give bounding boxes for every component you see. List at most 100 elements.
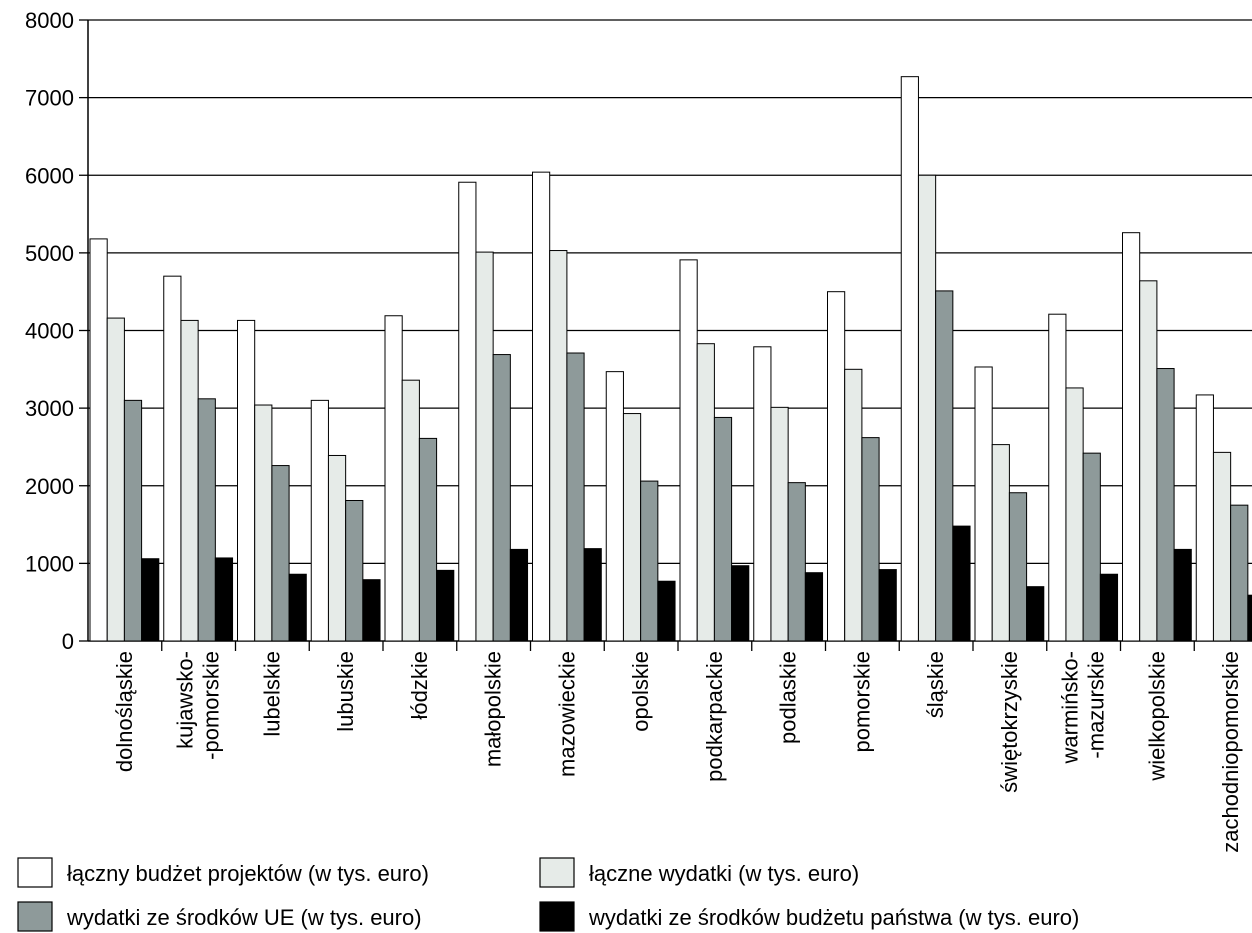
bar-3-15 <box>1156 368 1175 642</box>
bar-4-13 <box>1026 586 1045 642</box>
bar-4-10 <box>804 572 824 642</box>
bar-2-2 <box>180 319 199 642</box>
bar-3-8 <box>640 480 659 642</box>
bar-4-14 <box>1099 573 1119 642</box>
category-label: dolnośląskie <box>112 651 137 772</box>
legend-swatch <box>17 901 53 932</box>
bar-2-14 <box>1065 387 1084 642</box>
category-label: mazowieckie <box>554 651 579 777</box>
category-label: podkarpackie <box>702 651 727 782</box>
category-label: podlaskie <box>776 651 801 744</box>
bar-3-7 <box>566 352 585 642</box>
y-tick-label: 6000 <box>25 163 74 188</box>
bar-3-10 <box>787 482 806 642</box>
legend-label: wydatki ze środków UE (w tys. euro) <box>66 905 422 930</box>
bar-4-3 <box>288 573 307 642</box>
bar-2-16 <box>1212 451 1232 642</box>
bar-1-12 <box>900 76 919 642</box>
bar-1-11 <box>827 291 846 642</box>
category-label: opolskie <box>628 651 653 732</box>
bar-1-2 <box>163 275 182 642</box>
bar-4-1 <box>141 558 160 642</box>
bar-3-11 <box>861 437 880 642</box>
bar-3-13 <box>1008 492 1028 642</box>
bar-1-6 <box>458 181 477 642</box>
y-tick-labels: 0 1000 2000 3000 4000 5000 6000 7000 8000 <box>25 8 74 654</box>
bar-2-3 <box>254 404 273 642</box>
category-label: lubuskie <box>333 651 358 732</box>
bar-2-13 <box>991 444 1010 642</box>
bar-1-13 <box>974 366 993 642</box>
bar-3-2 <box>197 398 216 642</box>
bar-4-11 <box>878 569 897 642</box>
bar-1-4 <box>310 399 329 642</box>
legend-label: łączne wydatki (w tys. euro) <box>589 861 859 886</box>
bar-3-1 <box>123 399 143 642</box>
y-tick-label: 4000 <box>25 319 74 344</box>
bar-1-5 <box>384 315 403 642</box>
category-label: zachodniopomorskie <box>1218 651 1243 853</box>
bar-4-9 <box>731 565 750 642</box>
bar-3-6 <box>492 354 511 642</box>
bar-4-6 <box>509 548 529 642</box>
bar-3-3 <box>271 465 290 642</box>
legend-swatch <box>539 857 575 888</box>
legend-swatch <box>17 857 53 888</box>
bar-1-1 <box>89 238 108 642</box>
bar-2-9 <box>696 343 715 642</box>
bar-4-16 <box>1247 594 1252 642</box>
bar-2-10 <box>770 406 789 642</box>
y-tick-label: 5000 <box>25 241 74 266</box>
bar-1-3 <box>237 319 256 642</box>
category-label: łódzkie <box>407 651 432 719</box>
y-tick-label: 8000 <box>25 8 74 33</box>
bar-2-8 <box>622 413 642 642</box>
category-label: kujawsko- <box>173 651 198 749</box>
category-labels: dolnośląskie kujawsko- -pomorskie lubelskie… <box>112 651 1243 853</box>
bar-3-9 <box>713 416 733 642</box>
bar-3-12 <box>935 290 954 642</box>
bar-2-4 <box>327 454 347 642</box>
category-label: małopolskie <box>481 651 506 767</box>
bar-2-5 <box>401 379 420 642</box>
category-label: pomorskie <box>849 651 874 752</box>
y-tick-label: 7000 <box>25 86 74 111</box>
bar-4-8 <box>657 580 676 642</box>
bar-4-4 <box>362 579 381 642</box>
bar-1-9 <box>679 259 698 642</box>
legend: łączny budżet projektów (w tys. euro) łąc… <box>17 857 1079 932</box>
y-tick-label: 1000 <box>25 551 74 576</box>
bar-4-15 <box>1173 548 1192 642</box>
bar-1-7 <box>532 171 551 642</box>
category-label: wielkopolskie <box>1144 651 1169 782</box>
bar-1-15 <box>1122 232 1141 642</box>
bar-4-2 <box>214 557 234 642</box>
category-label: śląskie <box>923 651 948 718</box>
legend-label: łączny budżet projektów (w tys. euro) <box>67 861 429 886</box>
bar-3-14 <box>1082 452 1101 642</box>
y-tick-label: 2000 <box>25 474 74 499</box>
bar-2-15 <box>1139 280 1158 642</box>
bar-4-5 <box>436 569 455 642</box>
legend-label: wydatki ze środków budżetu państwa (w ty… <box>588 905 1079 930</box>
category-label: lubelskie <box>259 651 284 737</box>
bar-1-16 <box>1195 394 1214 642</box>
bar-3-5 <box>418 437 438 642</box>
category-label: -pomorskie <box>199 651 224 760</box>
bar-1-10 <box>753 346 772 642</box>
bar-4-12 <box>952 525 971 642</box>
y-tick-label: 3000 <box>25 396 74 421</box>
bar-3-16 <box>1230 504 1249 642</box>
category-label: warmińsko- <box>1058 651 1083 764</box>
bar-1-14 <box>1048 313 1067 642</box>
legend-swatch <box>539 901 575 932</box>
bar-2-12 <box>917 174 937 642</box>
bar-3-4 <box>345 499 364 642</box>
category-label: -mazurskie <box>1084 651 1109 759</box>
category-label: świętokrzyskie <box>997 651 1022 793</box>
y-tick-label: 0 <box>62 629 74 654</box>
bar-2-11 <box>844 368 863 642</box>
bar-4-7 <box>583 548 602 642</box>
bar-2-1 <box>106 317 125 642</box>
bar-1-8 <box>605 371 624 642</box>
